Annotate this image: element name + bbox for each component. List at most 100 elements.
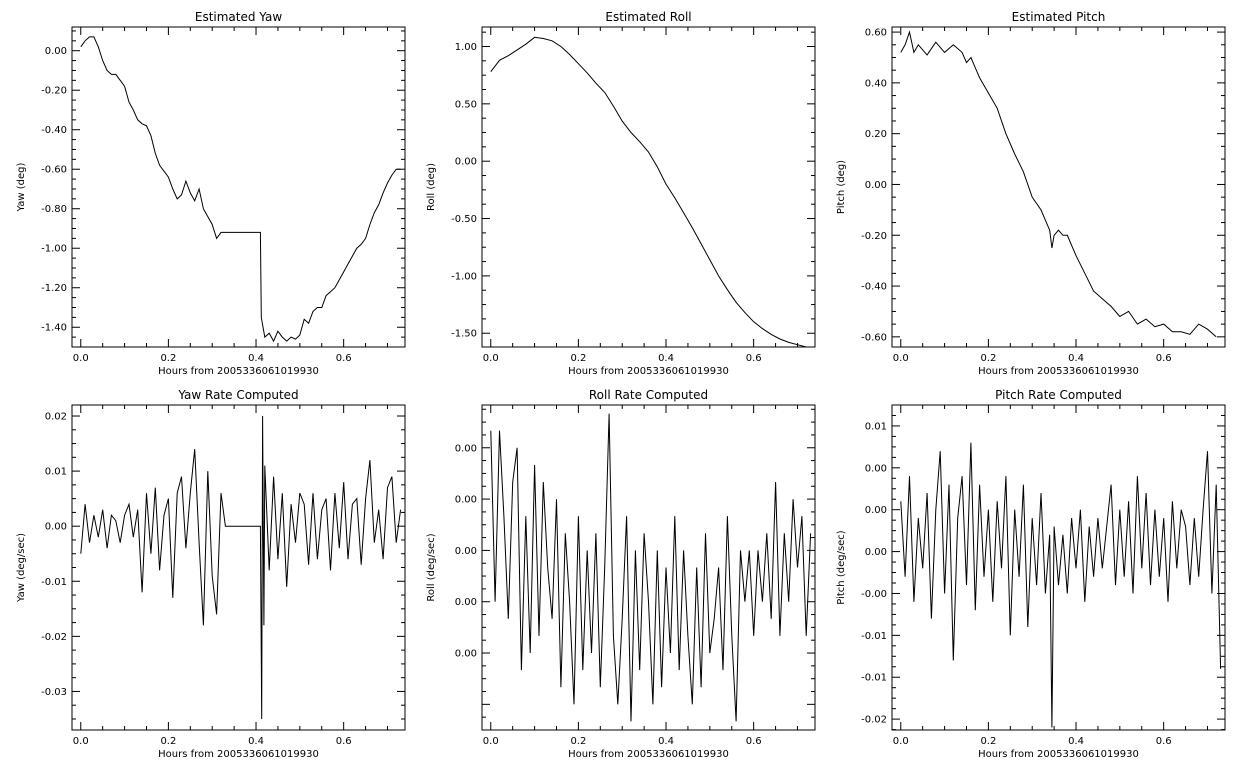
y-tick-label: 0.00	[865, 547, 887, 558]
y-tick-label: -0.00	[861, 589, 887, 600]
x-axis-label: Hours from 2005336061019930	[978, 366, 1139, 377]
y-axis-label: Pitch (deg/sec)	[836, 530, 847, 605]
y-tick-label: 0.20	[865, 129, 887, 140]
subplot-2: Estimated Roll 0.0 0.2 0.4 0.6 1.00 0.50 0.00 -0…	[426, 10, 816, 377]
y-axis-label: Roll (deg/sec)	[426, 533, 437, 601]
plot-frame	[891, 26, 1226, 348]
y-axis-label: Yaw (deg/sec)	[16, 533, 27, 603]
y-tick-label: 0.00	[865, 505, 887, 516]
y-tick-label: -0.40	[861, 282, 887, 293]
subplot-6: Pitch Rate Computed 0.0 0.2 0.4 0.6 0.01 0.00 0…	[836, 388, 1226, 760]
series-line	[80, 415, 402, 720]
series-line	[80, 36, 401, 343]
subplot-4: Yaw Rate Computed 0.0 0.2 0.4 0.6 0.02 0.01 0.0…	[16, 388, 406, 760]
x-tick-label: 0.2	[980, 736, 996, 747]
y-tick-label: -0.02	[861, 715, 887, 726]
y-tick-label: -1.50	[451, 329, 477, 340]
y-tick-label: -0.01	[861, 631, 887, 642]
y-tick-label: 0.00	[45, 46, 67, 57]
x-tick-label: 0.0	[73, 736, 89, 747]
x-tick-label: 0.4	[658, 353, 674, 364]
plot-frame	[71, 26, 406, 348]
y-tick-label: 0.00	[455, 495, 477, 506]
x-tick-label: 0.0	[483, 736, 499, 747]
y-tick-label: -0.20	[41, 86, 67, 97]
y-tick-label: -0.60	[861, 332, 887, 343]
x-axis-label: Hours from 2005336061019930	[568, 366, 729, 377]
subplot-3: Estimated Pitch 0.0 0.2 0.4 0.6 0.60 0.40 0.20 0…	[836, 10, 1226, 377]
x-axis-label: Hours from 2005336061019930	[158, 366, 319, 377]
y-tick-label: -0.02	[41, 632, 67, 643]
series-line	[490, 413, 812, 722]
y-tick-label: -0.03	[41, 687, 67, 698]
y-tick-label: -0.60	[41, 165, 67, 176]
chart-title: Yaw Rate Computed	[177, 388, 298, 402]
y-tick-label: -0.80	[41, 204, 67, 215]
chart-title: Pitch Rate Computed	[995, 388, 1122, 402]
y-tick-label: 0.01	[865, 421, 887, 432]
x-tick-label: 0.6	[746, 736, 762, 747]
x-tick-label: 0.2	[570, 736, 586, 747]
x-axis-label: Hours from 2005336061019930	[568, 749, 729, 760]
y-tick-label: 0.00	[455, 443, 477, 454]
x-tick-label: 0.0	[893, 736, 909, 747]
chart-title: Estimated Roll	[605, 10, 691, 24]
plot-frame	[71, 404, 406, 731]
x-tick-label: 0.0	[483, 353, 499, 364]
y-tick-label: -0.01	[861, 673, 887, 684]
series-line	[490, 36, 807, 348]
series-line	[900, 442, 1222, 728]
y-tick-label: 0.00	[455, 546, 477, 557]
x-tick-label: 0.4	[1068, 353, 1084, 364]
x-tick-label: 0.2	[570, 353, 586, 364]
y-tick-label: -0.40	[41, 125, 67, 136]
y-tick-label: 0.00	[865, 180, 887, 191]
chart-title: Estimated Pitch	[1012, 10, 1106, 24]
x-tick-label: 0.2	[980, 353, 996, 364]
x-tick-label: 0.6	[1156, 736, 1172, 747]
x-tick-label: 0.4	[1068, 736, 1084, 747]
x-axis-label: Hours from 2005336061019930	[978, 749, 1139, 760]
x-tick-label: 0.6	[336, 736, 352, 747]
plot-frame	[481, 404, 816, 731]
x-tick-label: 0.0	[893, 353, 909, 364]
y-tick-label: 0.40	[865, 78, 887, 89]
x-tick-label: 0.4	[658, 736, 674, 747]
y-tick-label: -0.01	[41, 577, 67, 588]
subplot-1: Estimated Yaw 0.0 0.2 0.4 0.6 0.00 -0.20 -0.40 -…	[16, 10, 406, 377]
x-tick-label: 0.4	[248, 736, 264, 747]
y-tick-label: -1.00	[41, 244, 67, 255]
y-tick-label: 0.00	[455, 597, 477, 608]
plot-frame	[891, 404, 1226, 731]
y-tick-label: -0.50	[451, 214, 477, 225]
series-line	[900, 30, 1217, 338]
y-tick-label: 0.00	[455, 649, 477, 660]
y-axis-label: Roll (deg)	[426, 163, 437, 211]
y-tick-label: -1.00	[451, 271, 477, 282]
x-tick-label: 0.2	[160, 736, 176, 747]
x-axis-label: Hours from 2005336061019930	[158, 749, 319, 760]
y-tick-label: 0.00	[45, 522, 67, 533]
plot-frame	[481, 26, 816, 348]
y-tick-label: 0.00	[865, 463, 887, 474]
y-tick-label: 0.60	[865, 28, 887, 39]
y-axis-label: Pitch (deg)	[836, 160, 847, 214]
x-tick-label: 0.4	[248, 353, 264, 364]
y-tick-label: 0.00	[455, 157, 477, 168]
y-tick-label: 0.02	[45, 412, 67, 423]
y-tick-label: -0.20	[861, 231, 887, 242]
y-tick-label: -1.20	[41, 283, 67, 294]
subplot-5: Roll Rate Computed 0.0 0.2 0.4 0.6 0.00 0.00 0.…	[426, 388, 816, 760]
x-tick-label: 0.6	[336, 353, 352, 364]
chart-title: Estimated Yaw	[195, 10, 282, 24]
y-tick-label: -1.40	[41, 323, 67, 334]
y-tick-label: 1.00	[455, 42, 477, 53]
y-tick-label: 0.01	[45, 467, 67, 478]
y-tick-label: 0.50	[455, 99, 477, 110]
x-tick-label: 0.2	[160, 353, 176, 364]
x-tick-label: 0.6	[1156, 353, 1172, 364]
x-tick-label: 0.6	[746, 353, 762, 364]
y-axis-label: Yaw (deg)	[16, 162, 27, 212]
x-tick-label: 0.0	[73, 353, 89, 364]
